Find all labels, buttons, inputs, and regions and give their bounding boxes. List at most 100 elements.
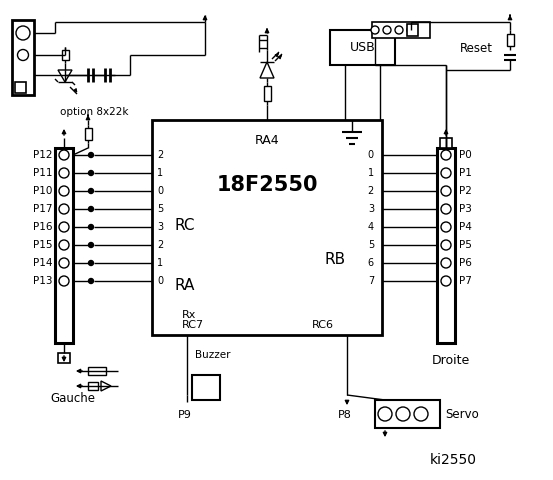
- Circle shape: [88, 153, 93, 157]
- Circle shape: [414, 407, 428, 421]
- Circle shape: [441, 150, 451, 160]
- Circle shape: [395, 26, 403, 34]
- Text: ki2550: ki2550: [430, 453, 477, 467]
- Text: Gauche: Gauche: [50, 392, 95, 405]
- Text: P4: P4: [459, 222, 472, 232]
- Text: 0: 0: [157, 186, 163, 196]
- Bar: [375, 400, 440, 428]
- Text: P5: P5: [459, 240, 472, 250]
- Bar: [15, 82, 26, 93]
- Bar: [437, 148, 455, 343]
- Text: P1: P1: [459, 168, 472, 178]
- Text: RC7: RC7: [182, 320, 204, 330]
- Bar: [263, 86, 270, 101]
- Text: 5: 5: [368, 240, 374, 250]
- Text: Rx: Rx: [182, 310, 196, 320]
- Bar: [12, 20, 34, 95]
- Text: option 8x22k: option 8x22k: [60, 107, 128, 117]
- Text: 0: 0: [368, 150, 374, 160]
- Circle shape: [59, 150, 69, 160]
- Circle shape: [441, 168, 451, 178]
- Text: RA4: RA4: [255, 133, 279, 146]
- Bar: [88, 382, 98, 390]
- Bar: [61, 50, 69, 60]
- Circle shape: [441, 204, 451, 214]
- Bar: [152, 120, 382, 335]
- Text: 4: 4: [368, 222, 374, 232]
- Circle shape: [371, 26, 379, 34]
- Text: P10: P10: [33, 186, 52, 196]
- Text: USB: USB: [349, 41, 375, 54]
- Text: Buzzer: Buzzer: [195, 350, 231, 360]
- Text: P0: P0: [459, 150, 472, 160]
- Circle shape: [88, 261, 93, 265]
- Bar: [330, 30, 395, 65]
- Text: P11: P11: [33, 168, 52, 178]
- Text: 18F2550: 18F2550: [216, 175, 318, 195]
- Circle shape: [59, 222, 69, 232]
- Circle shape: [396, 407, 410, 421]
- Text: P17: P17: [33, 204, 52, 214]
- Circle shape: [18, 49, 29, 60]
- Text: Droite: Droite: [432, 355, 470, 368]
- Text: P6: P6: [459, 258, 472, 268]
- Text: P15: P15: [33, 240, 52, 250]
- Bar: [88, 367, 106, 375]
- Text: P8: P8: [338, 410, 352, 420]
- Circle shape: [59, 276, 69, 286]
- Circle shape: [16, 26, 30, 40]
- Circle shape: [59, 168, 69, 178]
- Text: Servo: Servo: [445, 408, 479, 420]
- Bar: [507, 34, 514, 47]
- Text: P3: P3: [459, 204, 472, 214]
- Text: 5: 5: [157, 204, 163, 214]
- Text: P16: P16: [33, 222, 52, 232]
- Circle shape: [88, 206, 93, 212]
- Circle shape: [88, 189, 93, 193]
- Text: 2: 2: [368, 186, 374, 196]
- Bar: [85, 128, 91, 140]
- Text: 2: 2: [157, 150, 163, 160]
- Text: 1: 1: [368, 168, 374, 178]
- Text: P13: P13: [33, 276, 52, 286]
- Text: 7: 7: [368, 276, 374, 286]
- Text: 1: 1: [157, 258, 163, 268]
- Text: 3: 3: [368, 204, 374, 214]
- Text: P14: P14: [33, 258, 52, 268]
- Text: RB: RB: [324, 252, 345, 267]
- Circle shape: [59, 258, 69, 268]
- Bar: [372, 22, 430, 38]
- Text: RC6: RC6: [312, 320, 334, 330]
- Text: 6: 6: [368, 258, 374, 268]
- Circle shape: [88, 242, 93, 248]
- Bar: [440, 138, 452, 148]
- Text: RA: RA: [174, 277, 194, 292]
- Text: P7: P7: [459, 276, 472, 286]
- Circle shape: [59, 204, 69, 214]
- Circle shape: [59, 240, 69, 250]
- Circle shape: [59, 186, 69, 196]
- Circle shape: [88, 278, 93, 284]
- Bar: [192, 375, 220, 400]
- Circle shape: [441, 240, 451, 250]
- Text: RC: RC: [174, 217, 195, 232]
- Text: Reset: Reset: [460, 41, 493, 55]
- Circle shape: [407, 26, 415, 34]
- Bar: [58, 353, 70, 363]
- Text: 0: 0: [157, 276, 163, 286]
- Text: P9: P9: [178, 410, 192, 420]
- Circle shape: [88, 170, 93, 176]
- Circle shape: [378, 407, 392, 421]
- Text: 2: 2: [157, 240, 163, 250]
- Bar: [407, 24, 418, 36]
- Text: 3: 3: [157, 222, 163, 232]
- Bar: [55, 148, 73, 343]
- Text: P12: P12: [33, 150, 52, 160]
- Circle shape: [441, 276, 451, 286]
- Circle shape: [88, 225, 93, 229]
- Circle shape: [383, 26, 391, 34]
- Circle shape: [441, 222, 451, 232]
- Text: 1: 1: [157, 168, 163, 178]
- Circle shape: [441, 186, 451, 196]
- Circle shape: [441, 258, 451, 268]
